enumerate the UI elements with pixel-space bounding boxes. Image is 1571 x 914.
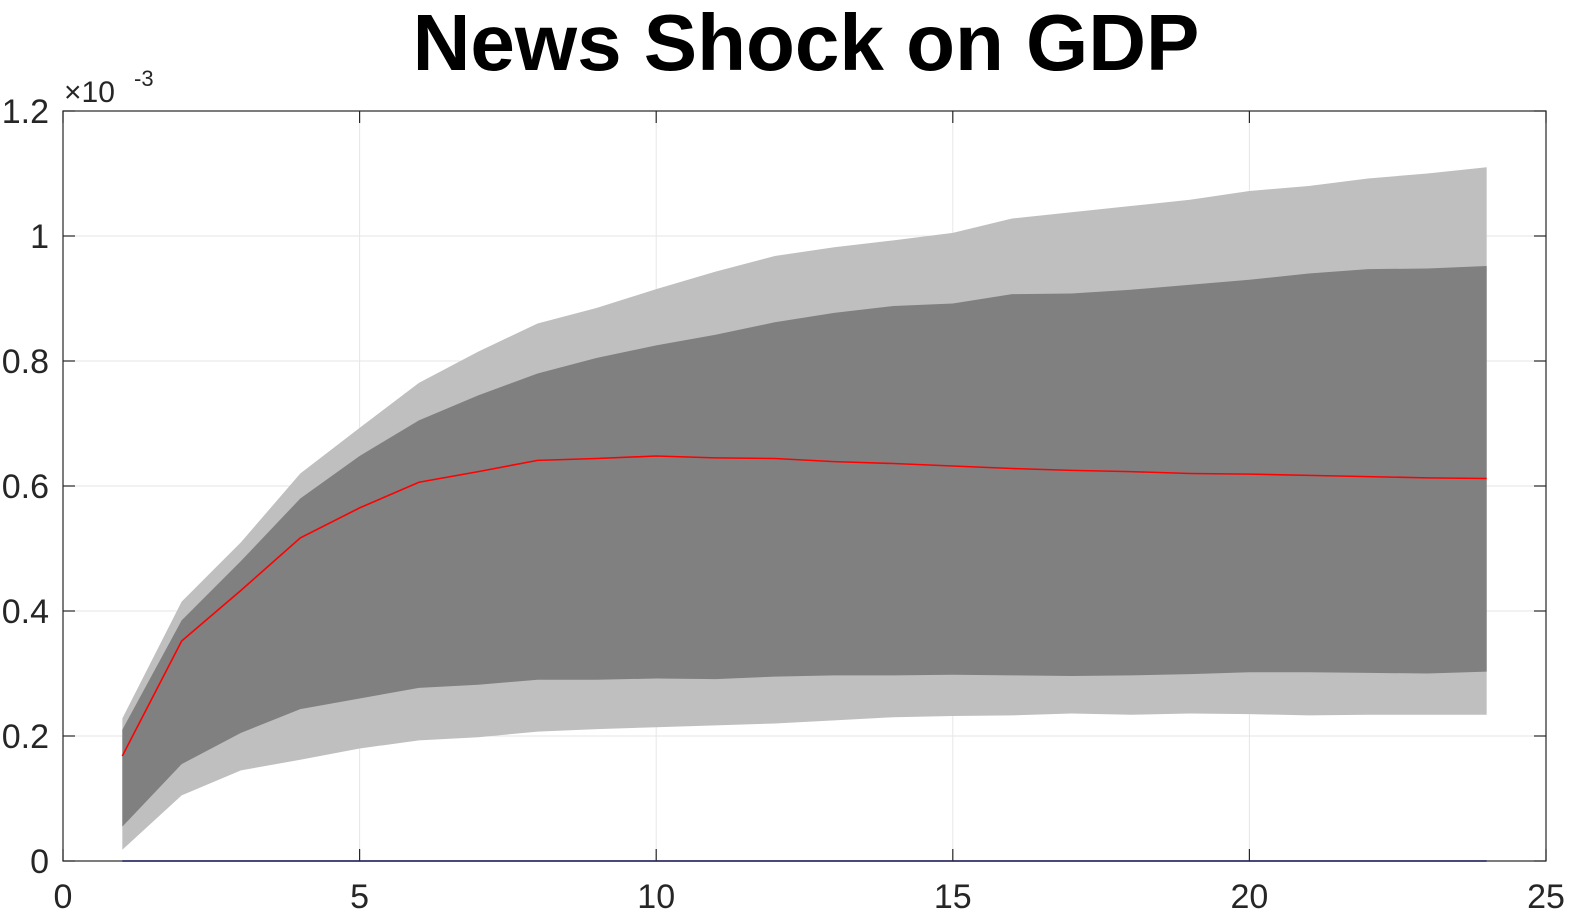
axis-ticks: 0 5 10 15 20 25 0 0.2 0.4 0.6 0.8 1 1.2 <box>2 93 1565 914</box>
y-exponent-power: -3 <box>134 66 154 91</box>
y-exponent-base: ×10 <box>64 76 115 109</box>
confidence-bands <box>122 167 1487 850</box>
x-tick-label: 5 <box>350 878 369 914</box>
x-tick-label: 15 <box>934 878 972 914</box>
chart-title: News Shock on GDP <box>413 0 1200 87</box>
y-tick-label: 0.8 <box>2 343 49 381</box>
inner-band <box>122 266 1487 827</box>
y-tick-label: 0 <box>30 843 49 881</box>
y-tick-label: 0.6 <box>2 468 49 506</box>
y-exponent-label: ×10 -3 <box>64 66 154 109</box>
x-tick-label: 0 <box>54 878 73 914</box>
y-tick-label: 1 <box>30 218 49 256</box>
x-tick-label: 20 <box>1230 878 1268 914</box>
y-tick-label: 0.4 <box>2 593 49 631</box>
y-tick-label: 1.2 <box>2 93 49 131</box>
median-line <box>121 455 1487 757</box>
y-tick-label: 0.2 <box>2 718 49 756</box>
x-tick-label: 10 <box>637 878 675 914</box>
x-tick-label: 25 <box>1527 878 1565 914</box>
